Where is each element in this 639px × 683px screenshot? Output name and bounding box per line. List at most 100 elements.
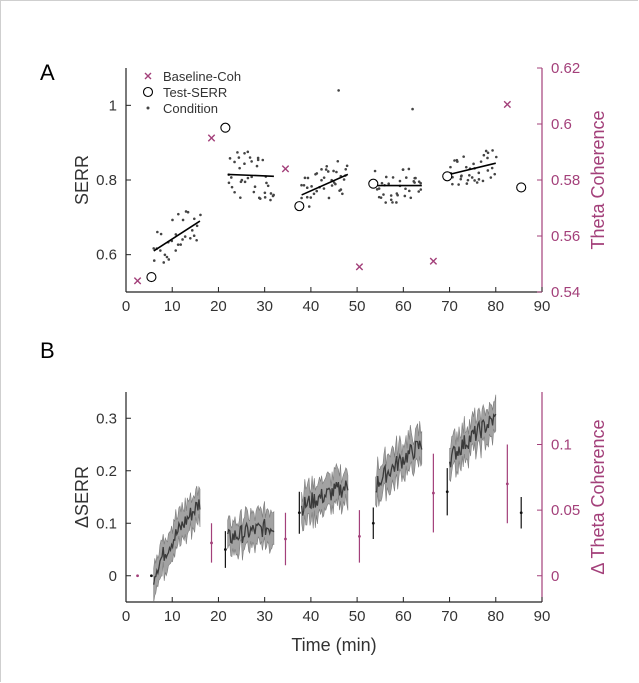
condition-dot <box>192 234 196 238</box>
condition-dot <box>413 181 416 184</box>
condition-dot <box>303 176 307 180</box>
condition-dot <box>472 162 475 166</box>
trend-line <box>227 173 274 178</box>
condition-dot <box>227 181 231 185</box>
condition-dot <box>334 182 337 186</box>
condition-dot <box>453 159 456 162</box>
legend-marker-test-serr <box>142 86 154 98</box>
condition-dot <box>240 178 244 182</box>
condition-dot <box>189 236 192 240</box>
baseline-coh-marker <box>503 100 512 109</box>
condition-dot <box>236 151 239 154</box>
condition-dot <box>335 170 338 174</box>
condition-dot <box>162 261 166 264</box>
y-tick-label: 1 <box>109 97 117 114</box>
condition-dot <box>486 156 489 160</box>
panel-label-b: B <box>40 338 55 363</box>
condition-dot <box>239 196 242 199</box>
condition-dot <box>261 158 265 162</box>
condition-dot <box>336 159 340 163</box>
condition-dot <box>256 156 260 160</box>
panel-a-y2label: Theta Coherence <box>588 110 608 249</box>
condition-dot <box>305 195 309 199</box>
x-tick-label: 80 <box>487 608 504 625</box>
condition-dot <box>451 182 454 186</box>
condition-dot <box>159 232 163 236</box>
condition-dot <box>396 193 399 197</box>
condition-dot <box>477 171 481 175</box>
condition-dot <box>324 168 328 171</box>
condition-dot <box>419 188 423 191</box>
condition-dot <box>190 229 194 232</box>
condition-dot <box>490 166 494 170</box>
condition-dot <box>373 169 377 173</box>
condition-dot <box>384 201 387 204</box>
trend-line <box>449 162 496 176</box>
condition-dot <box>269 192 273 195</box>
condition-dot <box>382 193 385 196</box>
condition-dot <box>326 170 330 173</box>
condition-dot <box>263 196 267 199</box>
condition-dot <box>152 247 156 250</box>
condition-dot <box>266 184 270 188</box>
panel-b: B ΔSERR Δ Theta Coherence Time (min) 0 10… <box>40 338 608 655</box>
baseline-coh-marker <box>133 277 142 285</box>
baseline-coh-marker <box>281 165 290 173</box>
x-tick-label: 20 <box>210 608 227 625</box>
condition-dot <box>230 185 234 189</box>
condition-dot <box>411 107 414 111</box>
y-tick-label: 0 <box>109 568 117 585</box>
coherence-point <box>431 491 435 495</box>
condition-dot <box>387 182 390 185</box>
coherence-point <box>284 537 287 541</box>
x-tick-label: 70 <box>441 608 458 625</box>
condition-dot <box>486 169 490 172</box>
condition-dot <box>305 186 309 190</box>
condition-dot <box>322 176 326 179</box>
condition-dot <box>395 201 398 204</box>
condition-dot <box>486 151 490 155</box>
x-tick-label: 80 <box>487 298 504 315</box>
condition-dot <box>322 187 326 190</box>
x-tick-label: 30 <box>256 608 273 625</box>
serr-mean-line <box>227 518 275 545</box>
condition-dot <box>176 243 180 246</box>
condition-dot <box>243 162 246 166</box>
condition-dot <box>449 165 452 169</box>
condition-dot <box>345 164 349 168</box>
condition-dot <box>468 174 471 177</box>
condition-dot <box>233 160 236 164</box>
trend-line <box>153 220 201 252</box>
condition-dot <box>253 185 257 189</box>
legend-label-test-serr: Test-SERR <box>163 85 227 100</box>
test-point <box>297 511 301 515</box>
condition-dot <box>186 210 190 214</box>
serr-mean-line <box>448 413 497 468</box>
condition-dot <box>229 176 233 179</box>
condition-dot <box>327 196 331 200</box>
condition-dot <box>377 187 381 190</box>
x-tick-label: 70 <box>441 298 458 315</box>
condition-dot <box>243 151 246 155</box>
legend: Baseline-Coh Test-SERR Condition <box>142 69 241 116</box>
test-serr-marker <box>294 201 305 212</box>
baseline-coh-marker <box>429 257 438 265</box>
coherence-point <box>505 482 509 486</box>
condition-dot <box>312 192 316 196</box>
condition-dot <box>459 177 463 181</box>
condition-dot <box>401 168 405 171</box>
baseline-coh-marker <box>355 263 364 271</box>
condition-dot <box>465 182 469 185</box>
condition-dot <box>237 156 241 159</box>
y2-tick-label: 0.6 <box>551 116 572 133</box>
panel-b-y2label: Δ Theta Coherence <box>588 419 608 574</box>
y2-tick-label: 0.58 <box>551 172 580 189</box>
condition-dot <box>337 89 340 92</box>
test-serr-marker <box>442 171 453 182</box>
condition-dot <box>341 192 344 196</box>
y-tick-label: 0.8 <box>96 172 117 189</box>
condition-dot <box>183 235 187 238</box>
condition-dot <box>246 150 250 154</box>
coherence-point <box>210 541 213 545</box>
x-tick-label: 60 <box>395 298 412 315</box>
